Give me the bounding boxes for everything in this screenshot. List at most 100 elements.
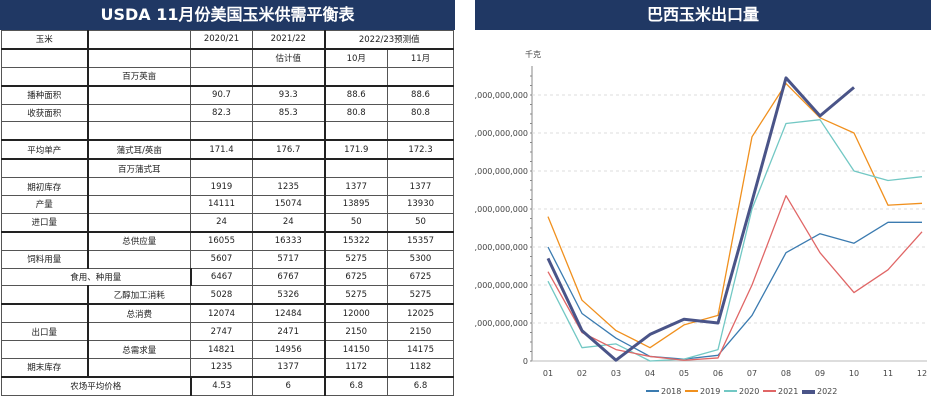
value-cell: 24 (252, 212, 326, 233)
value-cell: 50 (324, 212, 388, 233)
row-unit (87, 322, 191, 342)
row-label (1, 285, 89, 305)
legend-swatch-2020[interactable] (724, 390, 737, 392)
row-unit: 总消费 (87, 303, 191, 324)
row-unit: 百万蒲式耳 (87, 158, 191, 179)
legend-swatch-2018[interactable] (646, 390, 659, 392)
value-cell: 6725 (324, 267, 388, 287)
value-cell: 16055 (190, 230, 253, 251)
value-cell: 6.8 (387, 375, 454, 396)
value-cell: 80.8 (387, 103, 454, 123)
value-cell: 13895 (324, 195, 388, 214)
table-title: USDA 11月份美国玉米供需平衡表 (0, 0, 455, 30)
value-cell: 16333 (252, 230, 326, 251)
row-label: 进口量 (1, 212, 89, 233)
series-line-2021 (547, 195, 923, 361)
value-cell: 6.8 (324, 375, 388, 396)
value-cell: 1235 (252, 177, 326, 197)
legend-label[interactable]: 2022 (817, 387, 837, 396)
legend-label[interactable]: 2020 (739, 387, 759, 396)
y-tick-label: 5,000,000,000 (475, 167, 528, 176)
table-row: 期末库存 1235 1377 1172 1182 (1, 358, 454, 378)
value-cell: 24 (190, 212, 253, 233)
value-cell: 1172 (324, 358, 388, 378)
value-cell (190, 66, 253, 87)
value-cell: 12484 (252, 303, 326, 324)
value-cell: 2747 (190, 322, 253, 342)
row-unit (87, 84, 191, 105)
row-unit (87, 358, 191, 378)
value-cell: 5275 (324, 285, 388, 305)
legend-swatch-2021[interactable] (763, 390, 776, 392)
value-cell: 5717 (252, 249, 326, 269)
y-tick-label: 4,000,000,000 (475, 205, 528, 214)
value-cell: 172.3 (387, 139, 454, 160)
table-row: 农场平均价格 4.53 6 6.8 6.8 (1, 375, 454, 396)
value-cell: 80.8 (324, 103, 388, 123)
row-label: 农场平均价格 (1, 375, 192, 396)
legend-swatch-2019[interactable] (685, 390, 698, 392)
x-tick-label: 04 (645, 369, 655, 378)
y-tick-label: 6,000,000,000 (475, 129, 528, 138)
row-label (1, 340, 89, 360)
value-cell (252, 121, 326, 141)
x-tick-label: 05 (679, 369, 689, 378)
value-cell: 14956 (252, 340, 326, 360)
value-cell: 6767 (252, 267, 326, 287)
row-label (1, 121, 89, 141)
value-cell: 13930 (387, 195, 454, 214)
value-cell: 6 (252, 375, 326, 396)
value-cell: 85.3 (252, 103, 326, 123)
table-row: 进口量 24 24 50 50 (1, 212, 454, 233)
header-cell: 2022/23预测值 (324, 29, 454, 50)
table-row: 产量 14111 15074 13895 13930 (1, 195, 454, 214)
value-cell: 2471 (252, 322, 326, 342)
value-cell: 5275 (324, 249, 388, 269)
x-tick-label: 09 (815, 369, 825, 378)
table-row: 播种面积 90.7 93.3 88.6 88.6 (1, 84, 454, 105)
table-row: 收获面积 82.3 85.3 80.8 80.8 (1, 103, 454, 123)
value-cell: 1377 (324, 177, 388, 197)
value-cell: 82.3 (190, 103, 253, 123)
value-cell: 50 (387, 212, 454, 233)
row-label: 产量 (1, 195, 89, 214)
header-cell: 2021/22 (252, 29, 326, 50)
value-cell (324, 66, 388, 87)
value-cell (387, 158, 454, 179)
value-cell: 1377 (252, 358, 326, 378)
header-cell (87, 29, 191, 50)
value-cell (190, 158, 253, 179)
row-unit (87, 195, 191, 214)
row-unit (87, 121, 191, 141)
header-cell (190, 47, 253, 68)
row-label: 饲料用量 (1, 249, 89, 269)
legend-label[interactable]: 2021 (778, 387, 798, 396)
legend-label[interactable]: 2018 (661, 387, 681, 396)
value-cell (190, 121, 253, 141)
value-cell: 15322 (324, 230, 388, 251)
x-tick-label: 07 (747, 369, 757, 378)
x-tick-label: 02 (577, 369, 587, 378)
value-cell: 12074 (190, 303, 253, 324)
x-tick-label: 01 (543, 369, 553, 378)
x-tick-label: 03 (611, 369, 621, 378)
row-label: 期末库存 (1, 358, 89, 378)
value-cell: 93.3 (252, 84, 326, 105)
value-cell: 90.7 (190, 84, 253, 105)
row-unit (87, 177, 191, 197)
row-label: 平均单产 (1, 139, 89, 160)
series-line-2019 (547, 82, 923, 349)
value-cell: 1919 (190, 177, 253, 197)
x-tick-label: 10 (849, 369, 859, 378)
table-row (1, 121, 454, 141)
header-cell: 11月 (387, 47, 454, 68)
row-unit (87, 103, 191, 123)
legend-swatch-2022[interactable] (802, 390, 815, 394)
row-unit (87, 212, 191, 233)
value-cell: 15074 (252, 195, 326, 214)
value-cell: 14175 (387, 340, 454, 360)
value-cell: 14821 (190, 340, 253, 360)
y-tick-label: 7,000,000,000 (475, 91, 528, 100)
legend-label[interactable]: 2019 (700, 387, 720, 396)
value-cell (324, 121, 388, 141)
